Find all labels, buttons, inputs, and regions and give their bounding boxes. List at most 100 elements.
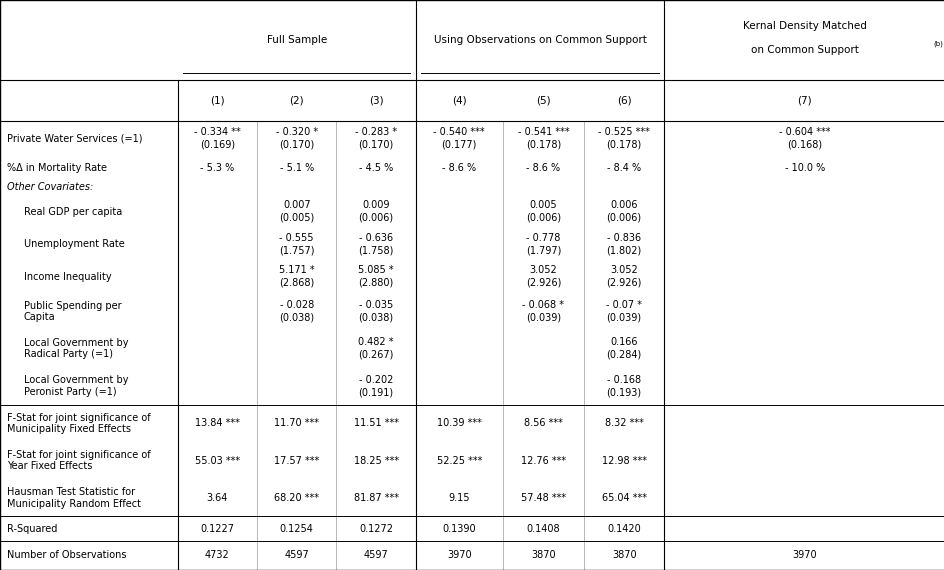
- Text: - 8.4 %: - 8.4 %: [606, 163, 641, 173]
- Text: Municipality Random Effect: Municipality Random Effect: [7, 499, 141, 508]
- Text: Number of Observations: Number of Observations: [7, 551, 126, 560]
- Text: 0.1227: 0.1227: [200, 524, 234, 534]
- Text: - 0.068 *: - 0.068 *: [522, 300, 564, 310]
- Text: Unemployment Rate: Unemployment Rate: [24, 239, 125, 249]
- Text: 0.1390: 0.1390: [442, 524, 476, 534]
- Text: 3870: 3870: [531, 551, 555, 560]
- Text: 18.25 ***: 18.25 ***: [353, 455, 398, 466]
- Text: (0.006): (0.006): [606, 213, 641, 223]
- Text: (0.178): (0.178): [606, 140, 641, 150]
- Text: (0.038): (0.038): [278, 312, 314, 323]
- Text: 12.76 ***: 12.76 ***: [520, 455, 565, 466]
- Text: (0.170): (0.170): [358, 140, 394, 150]
- Text: on Common Support: on Common Support: [750, 45, 858, 55]
- Text: - 4.5 %: - 4.5 %: [359, 163, 393, 173]
- Text: Local Government by: Local Government by: [24, 375, 128, 385]
- Text: 5.085 *: 5.085 *: [358, 265, 394, 275]
- Text: 10.39 ***: 10.39 ***: [436, 418, 481, 428]
- Text: 3.052: 3.052: [529, 265, 557, 275]
- Text: - 0.035: - 0.035: [359, 300, 393, 310]
- Text: 0.482 *: 0.482 *: [358, 337, 394, 347]
- Text: (0.005): (0.005): [278, 213, 314, 223]
- Text: (7): (7): [797, 95, 811, 105]
- Text: 0.007: 0.007: [282, 201, 311, 210]
- Text: 81.87 ***: 81.87 ***: [353, 493, 398, 503]
- Text: Income Inequality: Income Inequality: [24, 271, 111, 282]
- Text: 5.171 *: 5.171 *: [278, 265, 314, 275]
- Text: 9.15: 9.15: [448, 493, 469, 503]
- Text: - 0.836: - 0.836: [606, 233, 641, 243]
- Text: (1): (1): [210, 95, 225, 105]
- Text: 12.98 ***: 12.98 ***: [601, 455, 646, 466]
- Text: %Δ in Mortality Rate: %Δ in Mortality Rate: [7, 163, 107, 173]
- Text: R-Squared: R-Squared: [7, 524, 57, 534]
- Text: (0.039): (0.039): [525, 312, 561, 323]
- Text: (5): (5): [535, 95, 550, 105]
- Text: (0.006): (0.006): [525, 213, 561, 223]
- Text: 57.48 ***: 57.48 ***: [520, 493, 565, 503]
- Text: 11.51 ***: 11.51 ***: [353, 418, 398, 428]
- Text: (6): (6): [616, 95, 631, 105]
- Text: 4597: 4597: [363, 551, 388, 560]
- Text: - 0.540 ***: - 0.540 ***: [433, 128, 484, 137]
- Text: (0.267): (0.267): [358, 350, 394, 360]
- Text: 3970: 3970: [791, 551, 817, 560]
- Text: Capita: Capita: [24, 312, 55, 322]
- Text: (0.039): (0.039): [606, 312, 641, 323]
- Text: (3): (3): [368, 95, 383, 105]
- Text: Full Sample: Full Sample: [266, 35, 327, 45]
- Text: 0.1272: 0.1272: [359, 524, 393, 534]
- Text: Peronist Party (=1): Peronist Party (=1): [24, 386, 116, 397]
- Text: - 0.636: - 0.636: [359, 233, 393, 243]
- Text: - 0.778: - 0.778: [526, 233, 560, 243]
- Text: 13.84 ***: 13.84 ***: [194, 418, 240, 428]
- Text: (0.177): (0.177): [441, 140, 477, 150]
- Text: (1.797): (1.797): [525, 245, 561, 255]
- Text: - 0.283 *: - 0.283 *: [355, 128, 396, 137]
- Text: (1.802): (1.802): [606, 245, 641, 255]
- Text: - 0.555: - 0.555: [279, 233, 313, 243]
- Text: - 8.6 %: - 8.6 %: [526, 163, 560, 173]
- Text: Using Observations on Common Support: Using Observations on Common Support: [433, 35, 646, 45]
- Text: Hausman Test Statistic for: Hausman Test Statistic for: [7, 487, 135, 497]
- Text: 0.005: 0.005: [529, 201, 557, 210]
- Text: (4): (4): [451, 95, 466, 105]
- Text: 8.56 ***: 8.56 ***: [523, 418, 563, 428]
- Text: (1.758): (1.758): [358, 245, 394, 255]
- Text: F-Stat for joint significance of: F-Stat for joint significance of: [7, 413, 150, 422]
- Text: (0.191): (0.191): [358, 387, 394, 397]
- Text: - 8.6 %: - 8.6 %: [442, 163, 476, 173]
- Text: 52.25 ***: 52.25 ***: [436, 455, 481, 466]
- Text: 3870: 3870: [611, 551, 636, 560]
- Text: - 10.0 %: - 10.0 %: [784, 163, 824, 173]
- Text: (1.757): (1.757): [278, 245, 314, 255]
- Text: (0.170): (0.170): [278, 140, 314, 150]
- Text: Public Spending per: Public Spending per: [24, 300, 121, 311]
- Text: Radical Party (=1): Radical Party (=1): [24, 349, 112, 359]
- Text: (2.880): (2.880): [358, 278, 394, 288]
- Text: 0.006: 0.006: [610, 201, 637, 210]
- Text: - 5.3 %: - 5.3 %: [200, 163, 234, 173]
- Text: (0.006): (0.006): [358, 213, 394, 223]
- Text: 0.1254: 0.1254: [279, 524, 313, 534]
- Text: 55.03 ***: 55.03 ***: [194, 455, 240, 466]
- Text: (0.169): (0.169): [199, 140, 235, 150]
- Text: 17.57 ***: 17.57 ***: [274, 455, 319, 466]
- Text: 0.166: 0.166: [610, 337, 637, 347]
- Text: 3.64: 3.64: [207, 493, 228, 503]
- Text: - 0.541 ***: - 0.541 ***: [517, 128, 568, 137]
- Text: 3970: 3970: [447, 551, 471, 560]
- Text: 0.1408: 0.1408: [526, 524, 560, 534]
- Text: 4732: 4732: [205, 551, 229, 560]
- Text: - 0.334 **: - 0.334 **: [194, 128, 241, 137]
- Text: 3.052: 3.052: [610, 265, 637, 275]
- Text: - 5.1 %: - 5.1 %: [279, 163, 313, 173]
- Text: (0.284): (0.284): [606, 350, 641, 360]
- Text: - 0.320 *: - 0.320 *: [276, 128, 317, 137]
- Text: (0.178): (0.178): [525, 140, 561, 150]
- Text: 8.32 ***: 8.32 ***: [604, 418, 643, 428]
- Text: - 0.07 *: - 0.07 *: [605, 300, 642, 310]
- Text: 4597: 4597: [284, 551, 309, 560]
- Text: (0.168): (0.168): [786, 140, 821, 150]
- Text: - 0.525 ***: - 0.525 ***: [598, 128, 649, 137]
